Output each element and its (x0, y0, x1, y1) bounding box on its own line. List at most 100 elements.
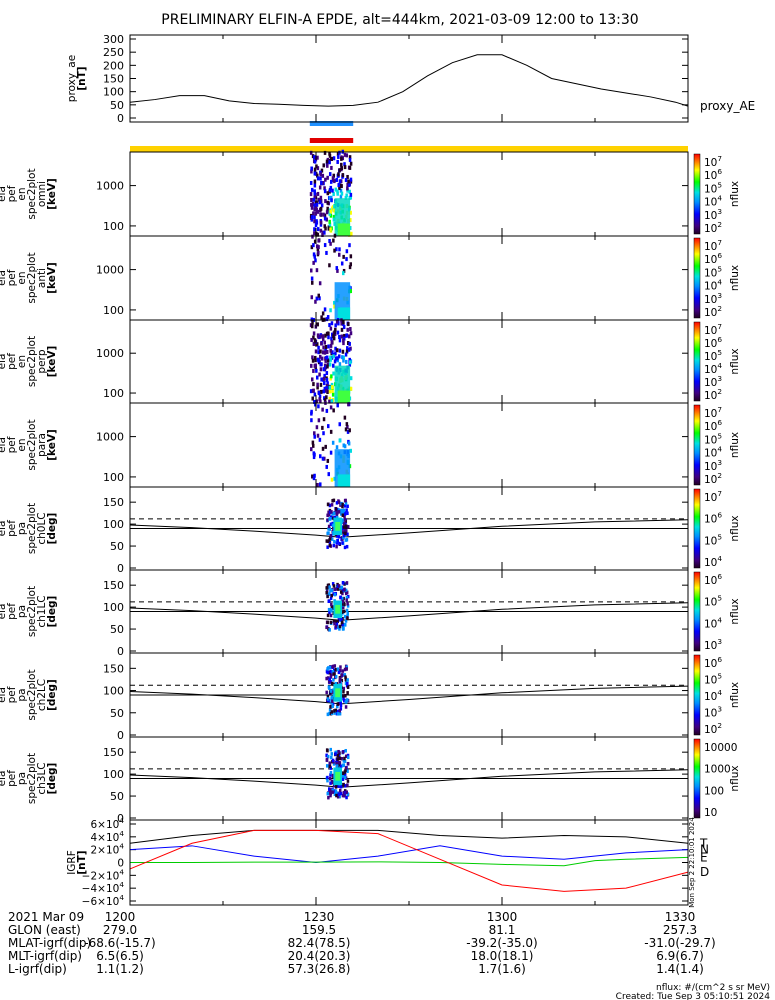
colorbar-tick-label: 102 (704, 304, 722, 319)
heatmap-cell (318, 397, 321, 402)
xaxis-row-value: 257.3 (663, 923, 697, 937)
series-line-proxy_AE (129, 54, 689, 107)
heatmap-cell (321, 425, 324, 430)
heatmap-cell (338, 168, 341, 173)
heatmap-cell (333, 248, 336, 253)
heatmap-cell (326, 778, 329, 783)
ytick-label: 100 (103, 518, 124, 531)
heatmap-cell (341, 156, 345, 161)
heatmap-cell (343, 587, 346, 592)
heatmap-cell (348, 189, 351, 194)
heatmap-cell (344, 178, 348, 183)
heatmap-cell (326, 775, 329, 780)
heatmap-cell (348, 428, 351, 433)
heatmap-cell (328, 610, 331, 615)
heatmap-cell (335, 445, 339, 450)
heatmap-cell (341, 763, 345, 768)
heatmap-cell (325, 464, 328, 469)
heatmap-cell (346, 698, 349, 702)
heatmap-cell (346, 182, 349, 187)
heatmap-cell (342, 320, 345, 325)
heatmap-cell (329, 522, 333, 527)
heatmap-cell (346, 327, 349, 332)
series-line-N (129, 845, 689, 864)
heatmap-cell (319, 334, 322, 339)
heatmap-cell (329, 669, 332, 674)
heatmap-cell (345, 595, 349, 600)
panel-ylabel: spec2plot (26, 753, 38, 804)
heatmap-cell (343, 793, 346, 797)
xaxis-row-value: 1330 (665, 910, 696, 924)
heatmap-cell (345, 598, 348, 602)
colorbar-tick-label: 104 (704, 445, 722, 460)
heatmap-cell (348, 182, 351, 187)
heatmap-cell (342, 341, 345, 346)
heatmap-cell (331, 582, 335, 586)
colorbar-tick-label: 105 (704, 532, 722, 547)
ytick-label: 1000 (96, 347, 124, 360)
heatmap-cell (340, 757, 344, 761)
colorbar (693, 153, 701, 235)
xaxis-row-value: -39.2(-35.0) (466, 936, 537, 950)
heatmap-cell (333, 179, 336, 184)
heatmap-cell (344, 591, 348, 596)
heatmap-cell (331, 388, 334, 393)
panel-ylabel: ela (0, 354, 8, 370)
ytick-label: 150 (103, 662, 124, 675)
heatmap-cell (328, 263, 331, 268)
heatmap-cell (334, 356, 338, 361)
heatmap-cell (337, 510, 341, 514)
xaxis-row-value: 81.1 (489, 923, 516, 937)
heatmap-cell (332, 584, 336, 588)
heatmap-cell (346, 769, 349, 773)
heatmap-cell (345, 665, 349, 669)
heatmap-cell (327, 331, 330, 336)
heatmap-cell (315, 268, 319, 273)
colorbar-tick-label: 104 (704, 615, 722, 630)
heatmap-cell (316, 382, 319, 387)
heatmap-cell (346, 504, 349, 509)
heatmap-cell (329, 791, 332, 796)
heatmap-cell (310, 295, 314, 300)
xaxis-row-value: 1300 (487, 910, 518, 924)
heatmap-cell (337, 587, 340, 591)
heatmap-cell (329, 766, 332, 770)
ytick-label: 50 (110, 790, 124, 803)
ytick-label: 50 (110, 540, 124, 553)
orbit-coverage-bar (130, 146, 688, 152)
heatmap-cell (329, 429, 333, 434)
heatmap-cell (326, 175, 329, 180)
heatmap-cell (345, 524, 348, 528)
xaxis-row-value: 1200 (105, 910, 136, 924)
panel-ylabel: ela (0, 687, 8, 703)
xaxis-row-value: 6.9(6.7) (656, 949, 704, 963)
heatmap-cell (340, 512, 343, 516)
panel-ylabel: ch3LC (36, 762, 48, 794)
colorbar-tick-label: 102 (704, 471, 722, 486)
heatmap-cell (333, 330, 336, 335)
heatmap-cell (311, 355, 314, 360)
heatmap-cell (340, 596, 344, 601)
heatmap-cell (334, 619, 337, 624)
colorbar-tick-label: 106 (704, 167, 722, 182)
heatmap-cell (344, 748, 347, 753)
ytick-label: 0 (117, 112, 124, 125)
heatmap-cell (326, 594, 329, 599)
heatmap-cell (334, 587, 337, 592)
panel-ylabel: [keV] (46, 262, 58, 294)
colorbar-tick-label: 1000 (704, 764, 731, 776)
heatmap-cell (346, 755, 350, 760)
panel-ylabel: ch2LC (36, 679, 48, 711)
heatmap-cell (342, 254, 345, 259)
heatmap-cell (346, 681, 349, 686)
ytick-label: 0 (117, 812, 124, 825)
heatmap-cell (311, 280, 314, 285)
heatmap-cell (334, 681, 338, 686)
heatmap-cell (331, 664, 335, 669)
heatmap-cell (330, 382, 334, 387)
heatmap-cell (329, 326, 333, 331)
heatmap-cell (317, 404, 320, 409)
heatmap-cell (328, 219, 331, 224)
heatmap-cell (326, 389, 329, 394)
